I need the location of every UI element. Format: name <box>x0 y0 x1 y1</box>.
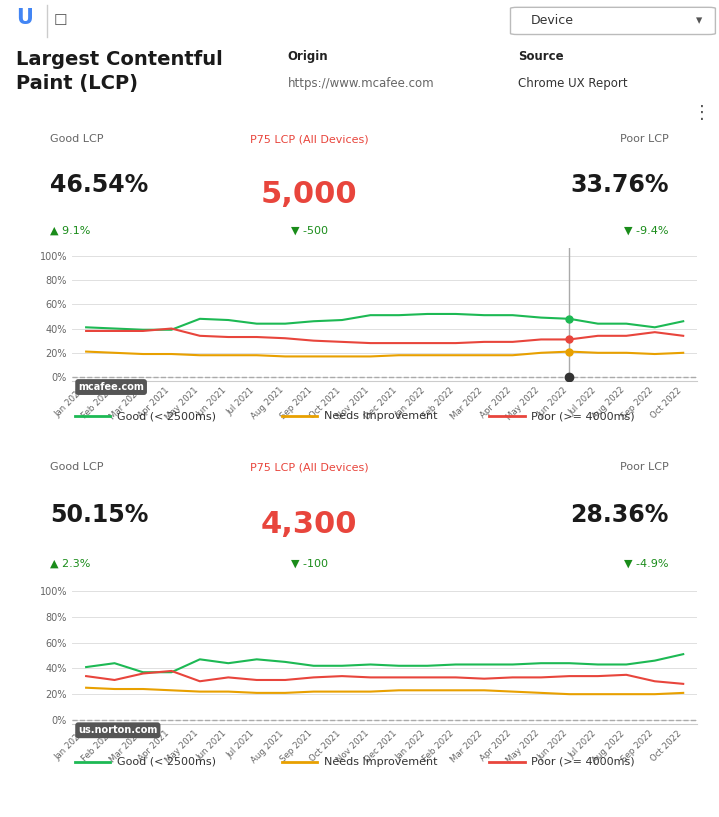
Text: Poor (>= 4000ms): Poor (>= 4000ms) <box>531 411 635 422</box>
Text: P75 LCP (All Devices): P75 LCP (All Devices) <box>250 135 368 145</box>
Text: Good (< 2500ms): Good (< 2500ms) <box>116 757 216 767</box>
Text: Largest Contentful
Paint (LCP): Largest Contentful Paint (LCP) <box>16 50 223 93</box>
Text: ▼ -500: ▼ -500 <box>290 225 328 235</box>
Text: Device: Device <box>531 15 574 28</box>
Text: Source: Source <box>518 50 563 63</box>
Text: P75 LCP (All Devices): P75 LCP (All Devices) <box>250 462 368 472</box>
Text: Good LCP: Good LCP <box>50 135 104 145</box>
Text: 28.36%: 28.36% <box>570 502 669 527</box>
Text: ▲ 2.3%: ▲ 2.3% <box>50 559 91 569</box>
Text: Poor LCP: Poor LCP <box>620 462 669 472</box>
Text: Needs Improvement: Needs Improvement <box>324 757 437 767</box>
Text: 33.76%: 33.76% <box>570 172 669 197</box>
Text: ▾: ▾ <box>696 15 702 28</box>
FancyBboxPatch shape <box>510 7 715 34</box>
Text: Good (< 2500ms): Good (< 2500ms) <box>116 411 216 422</box>
Text: Good LCP: Good LCP <box>50 462 104 472</box>
Text: 5,000: 5,000 <box>261 180 357 209</box>
Text: ▼ -4.9%: ▼ -4.9% <box>624 559 669 569</box>
Text: ☐: ☐ <box>54 12 68 28</box>
Text: ⋮: ⋮ <box>693 104 712 122</box>
Text: us.norton.com: us.norton.com <box>78 725 157 735</box>
Text: U: U <box>16 8 32 29</box>
Text: Origin: Origin <box>288 50 329 63</box>
Text: Needs Improvement: Needs Improvement <box>324 411 437 422</box>
Text: ▲ 9.1%: ▲ 9.1% <box>50 225 91 235</box>
Text: 50.15%: 50.15% <box>50 502 149 527</box>
Text: mcafee.com: mcafee.com <box>78 382 144 392</box>
Text: ▼ -100: ▼ -100 <box>290 559 328 569</box>
Text: https://www.mcafee.com: https://www.mcafee.com <box>288 78 434 91</box>
Text: 4,300: 4,300 <box>261 511 357 539</box>
Text: ▼ -9.4%: ▼ -9.4% <box>624 225 669 235</box>
Text: Chrome UX Report: Chrome UX Report <box>518 78 627 91</box>
Text: 46.54%: 46.54% <box>50 172 149 197</box>
Text: Poor LCP: Poor LCP <box>620 135 669 145</box>
Text: Poor (>= 4000ms): Poor (>= 4000ms) <box>531 757 635 767</box>
